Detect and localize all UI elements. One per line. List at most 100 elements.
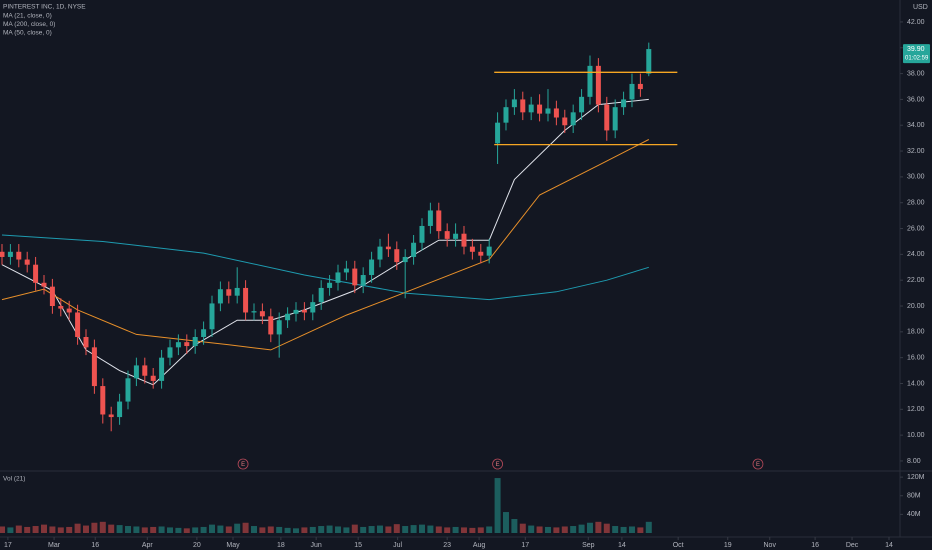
y2-tick-label: 80M: [907, 493, 921, 500]
volume-bar: [637, 527, 644, 533]
price-tag-label: 39.90: [907, 46, 925, 53]
volume-bar: [620, 526, 627, 533]
volume-bar: [40, 524, 47, 533]
volume-bar: [250, 526, 257, 533]
candle-body: [7, 251, 13, 257]
candle-body: [335, 272, 341, 283]
candle-body: [268, 316, 274, 335]
volume-bar: [225, 526, 232, 533]
candle-body: [226, 289, 232, 296]
candle-body: [394, 249, 400, 263]
volume-bar: [536, 526, 543, 533]
x-tick-label: Apr: [142, 542, 154, 549]
volume-bar: [124, 526, 131, 533]
candle-body: [66, 308, 72, 313]
candle-body: [209, 303, 215, 330]
volume-bar: [158, 526, 165, 533]
volume-bar: [217, 525, 224, 533]
y-tick-label: 18.00: [907, 329, 925, 336]
legend-entry: MA (200, close, 0): [3, 21, 55, 28]
volume-bar: [284, 527, 291, 533]
volume-bar: [427, 525, 434, 533]
y-tick-label: 12.00: [907, 406, 925, 413]
earnings-label: E: [241, 462, 245, 468]
volume-bar: [292, 528, 299, 533]
volume-bar: [74, 523, 81, 533]
volume-bar: [528, 525, 535, 533]
candle-body: [646, 49, 652, 74]
volume-bar: [192, 527, 199, 533]
x-tick-label: 16: [91, 542, 99, 549]
candle-body: [385, 246, 391, 250]
volume-bar: [24, 526, 31, 533]
candle-body: [276, 320, 282, 335]
volume-bar: [586, 522, 593, 533]
x-tick-label: Oct: [673, 542, 684, 549]
earnings-marker: [492, 458, 503, 470]
volume-bar: [242, 522, 249, 533]
candle-body: [377, 246, 383, 260]
volume-bar: [444, 527, 451, 533]
chart-title: PINTEREST INC, 1D, NYSE: [3, 4, 86, 11]
countdown: 01:02:59: [905, 56, 929, 62]
candle-body: [100, 386, 106, 415]
earnings-marker: [237, 458, 249, 470]
volume-bar: [166, 527, 173, 533]
volume-bar: [570, 526, 577, 533]
volume-bar: [519, 523, 526, 533]
volume-bar: [393, 524, 400, 533]
price-tag: [903, 44, 930, 64]
volume-bar: [553, 527, 560, 533]
candle-body: [293, 309, 299, 314]
candle-body: [108, 414, 114, 418]
volume-bar: [410, 525, 417, 533]
volume-bar: [183, 528, 190, 533]
x-tick-label: 18: [277, 542, 285, 549]
volume-bar: [49, 526, 56, 533]
volume-bar: [612, 526, 619, 533]
candle-body: [469, 246, 475, 252]
candle-body: [343, 268, 349, 273]
candle-body: [419, 225, 425, 243]
candle-body: [251, 311, 257, 313]
y-tick-label: 38.00: [907, 70, 925, 77]
volume-bar: [318, 526, 325, 533]
candle-body: [133, 365, 139, 379]
x-tick-label: 14: [885, 542, 893, 549]
candle-body: [637, 83, 643, 90]
volume-bar: [0, 526, 5, 533]
candle-body: [285, 313, 291, 321]
earnings-label: E: [756, 462, 760, 468]
volume-bar: [259, 527, 266, 533]
y-tick-label: 14.00: [907, 380, 925, 387]
candle-body: [234, 287, 240, 296]
candle-body: [486, 246, 492, 256]
volume-bar: [351, 524, 358, 533]
volume-bar: [116, 525, 123, 533]
volume-bar: [66, 526, 73, 533]
candle-body: [0, 251, 5, 257]
candle-body: [570, 112, 576, 126]
candle-body: [243, 287, 249, 313]
candle-body: [604, 104, 610, 131]
candle-body: [16, 251, 22, 260]
candle-body: [587, 65, 593, 97]
volume-bar: [628, 526, 635, 533]
y-tick-label: 8.00: [907, 458, 921, 465]
candle-body: [167, 347, 173, 358]
x-tick-label: Jun: [311, 542, 322, 549]
candle-body: [461, 233, 467, 247]
candle-body: [562, 117, 568, 126]
volume-bar: [309, 526, 316, 533]
volume-bar: [578, 524, 585, 533]
earnings-label: E: [496, 462, 500, 468]
candle-body: [175, 342, 181, 348]
volume-bar: [435, 526, 442, 533]
candle-body: [159, 357, 165, 381]
candle-body: [150, 375, 156, 381]
volume-bar: [150, 526, 157, 533]
candle-body: [125, 378, 131, 402]
candle-body: [310, 302, 316, 313]
y-tick-label: 42.00: [907, 19, 925, 26]
volume-bar: [343, 527, 350, 533]
